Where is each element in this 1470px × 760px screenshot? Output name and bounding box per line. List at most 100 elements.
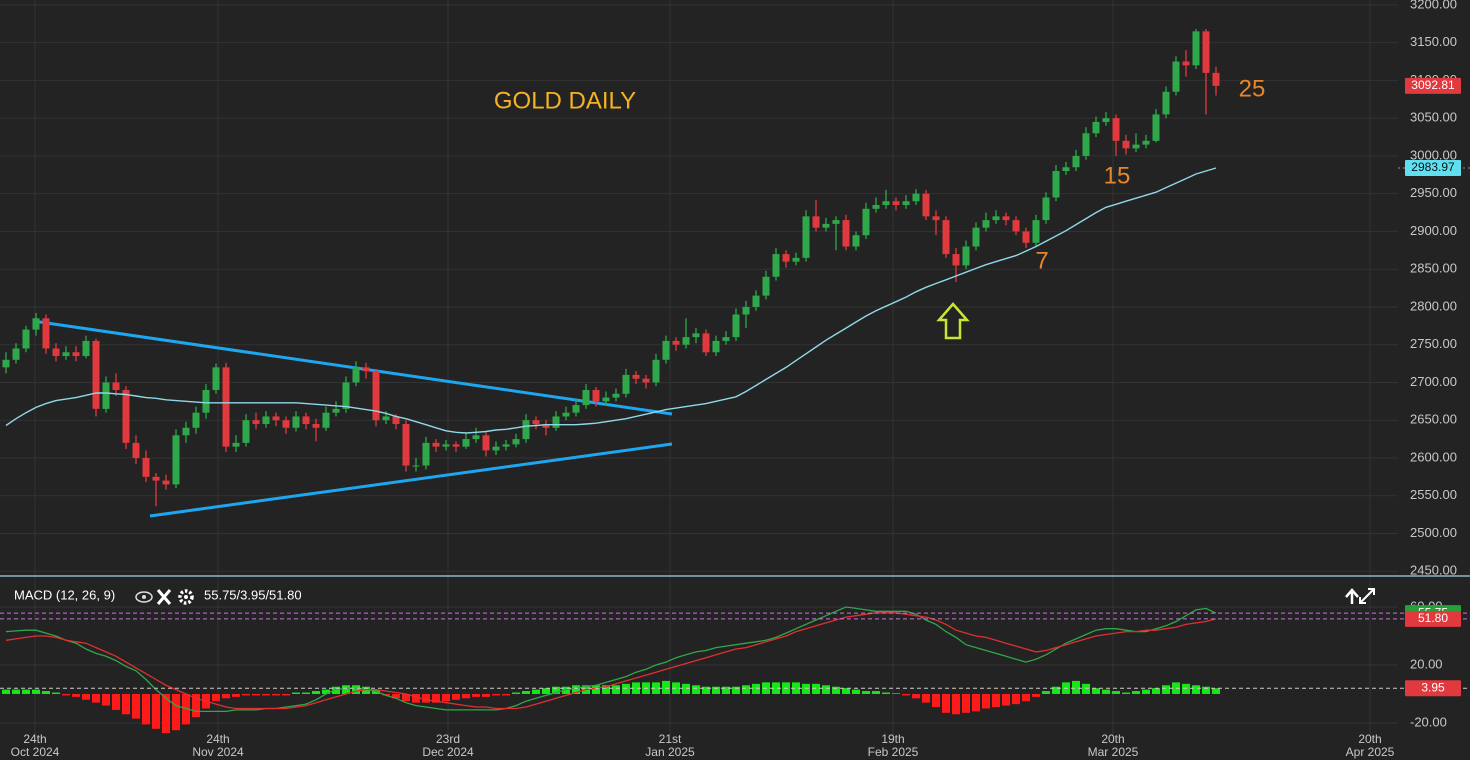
histogram-bar [242, 693, 250, 696]
maximize-icon[interactable] [1359, 588, 1375, 604]
indicator-icons[interactable] [135, 589, 194, 605]
candle-body [282, 420, 290, 428]
histogram-value-label: 3.95 [1421, 680, 1445, 694]
candle-body [292, 416, 300, 428]
candle-body [962, 246, 970, 266]
candle-body [112, 382, 120, 391]
x-tick-sublabel: Apr 2025 [1346, 745, 1395, 759]
y-tick-label: 2850.00 [1410, 261, 1457, 276]
histogram-bar [1092, 688, 1100, 694]
histogram-bar [322, 689, 330, 694]
histogram-bar [162, 693, 170, 734]
histogram-bar [512, 692, 520, 694]
histogram-bar [962, 693, 970, 713]
histogram-bar [862, 691, 870, 694]
histogram-bar [1022, 693, 1030, 702]
histogram-bar [292, 692, 300, 694]
candle-body [272, 416, 280, 421]
candle-body [62, 352, 70, 357]
histogram-bar [112, 693, 120, 710]
candle-body [632, 374, 640, 379]
y-tick-label: 2950.00 [1410, 185, 1457, 200]
histogram-bar [422, 693, 430, 703]
candle-body [1132, 144, 1140, 149]
x-tick-sublabel: Oct 2024 [11, 745, 60, 759]
histogram-bar [92, 693, 100, 703]
annotation: 15 [1104, 162, 1131, 189]
y-tick-label: 2550.00 [1410, 487, 1457, 502]
candle-body [532, 420, 540, 424]
candle-body [82, 340, 90, 357]
indicator-title: MACD (12, 26, 9) [14, 587, 115, 602]
candle-body [552, 416, 560, 428]
candle-body [362, 367, 370, 372]
histogram-bar [732, 686, 740, 694]
candle-body [422, 442, 430, 466]
candle-body [432, 442, 440, 447]
histogram-bar [632, 682, 640, 694]
y-tick-label: 3150.00 [1410, 34, 1457, 49]
candle-body [462, 439, 470, 447]
histogram-bar [1082, 683, 1090, 694]
candle-body [1212, 72, 1220, 86]
candle-body [1122, 140, 1130, 149]
candle-body [222, 367, 230, 447]
histogram-bar [442, 693, 450, 702]
candle-body [812, 216, 820, 228]
candle-body [992, 216, 1000, 221]
candle-body [602, 397, 610, 402]
candle-body [452, 444, 460, 447]
last-price-label: 3092.81 [1411, 78, 1455, 92]
histogram-bar [592, 685, 600, 694]
histogram-bar [1162, 685, 1170, 694]
histogram-bar [712, 686, 720, 694]
candle-body [892, 201, 900, 206]
settings-icon[interactable] [178, 589, 194, 605]
candle-body [542, 423, 550, 428]
candle-body [142, 457, 150, 477]
histogram-bar [352, 685, 360, 694]
candle-body [1032, 220, 1040, 243]
candle-body [882, 201, 890, 206]
histogram-bar [682, 683, 690, 694]
candle-body [22, 329, 30, 349]
candle-body [762, 276, 770, 296]
histogram-bar [872, 691, 880, 694]
histogram-bar [622, 683, 630, 694]
candle-body [582, 390, 590, 406]
eye-pupil [142, 595, 146, 599]
histogram-bar [332, 686, 340, 694]
histogram-bar [1192, 685, 1200, 694]
eye-icon[interactable] [135, 591, 153, 603]
histogram-bar [742, 685, 750, 694]
y-tick-label: 20.00 [1410, 656, 1443, 671]
y-tick-label: 3050.00 [1410, 110, 1457, 125]
candle-body [242, 420, 250, 443]
candle-body [312, 423, 320, 428]
candle-body [942, 220, 950, 255]
histogram-bar [882, 692, 890, 694]
histogram-bar [752, 683, 760, 694]
candle-body [782, 254, 790, 262]
histogram-bar [662, 680, 670, 694]
candle-body [912, 193, 920, 202]
histogram-bar [942, 693, 950, 713]
plot-area: 25 15 7 [0, 29, 1470, 734]
close-icon[interactable] [156, 589, 172, 605]
y-tick-label: 2450.00 [1410, 563, 1457, 578]
histogram-bar [252, 693, 260, 696]
up-arrow [936, 302, 970, 340]
histogram-bar [82, 693, 90, 700]
move-up-icon[interactable] [1345, 588, 1359, 604]
histogram-bar [122, 693, 130, 715]
histogram-bar [852, 689, 860, 694]
histogram-bar [312, 691, 320, 694]
candle-body [742, 306, 750, 315]
histogram-bar [1122, 692, 1130, 694]
signal-value-label: 51.80 [1418, 611, 1448, 625]
settings-center [184, 595, 188, 599]
candle-body [1202, 31, 1210, 73]
x-tick-label: 20th [1101, 732, 1124, 746]
candle-body [642, 378, 650, 383]
x-tick-label: 23rd [436, 732, 460, 746]
